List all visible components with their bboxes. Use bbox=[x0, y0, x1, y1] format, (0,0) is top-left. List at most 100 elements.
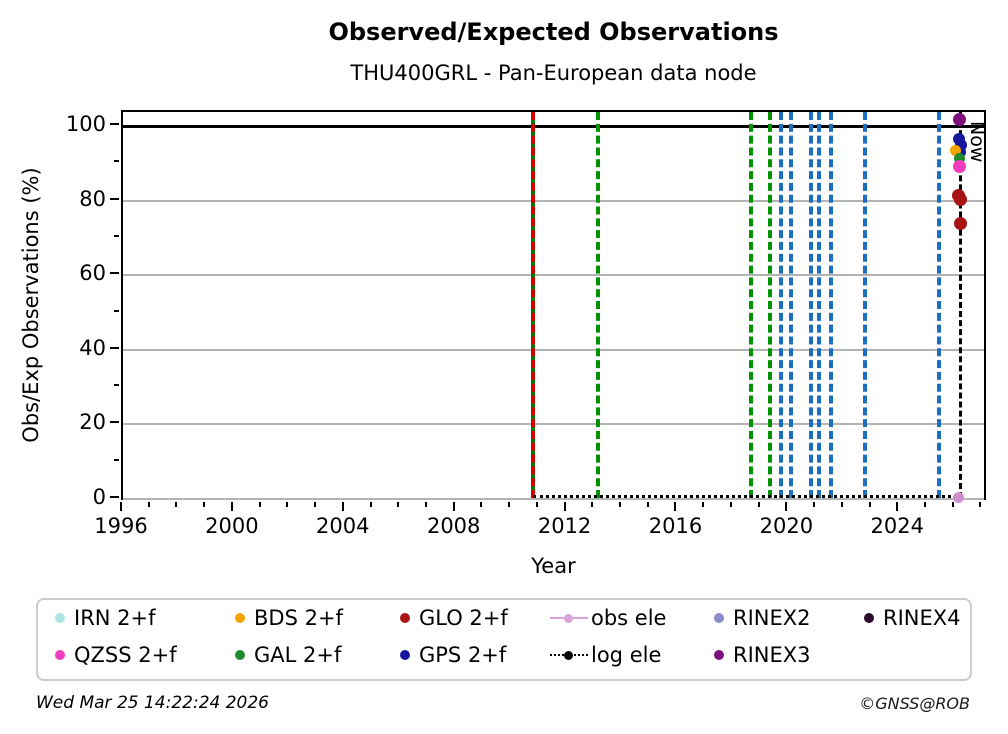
x-tick-label: 2004 bbox=[316, 514, 370, 538]
x-major-tick bbox=[896, 502, 899, 511]
legend-label: RINEX3 bbox=[733, 643, 811, 667]
y-minor-tick bbox=[114, 458, 119, 461]
gridline bbox=[123, 348, 984, 351]
legend-label: GLO 2+f bbox=[419, 606, 508, 630]
legend-label: BDS 2+f bbox=[254, 606, 343, 630]
x-major-tick bbox=[674, 502, 677, 511]
event-line bbox=[531, 112, 536, 498]
x-minor-tick bbox=[314, 502, 317, 507]
x-major-tick bbox=[230, 502, 233, 511]
event-line bbox=[788, 112, 793, 498]
legend-label: IRN 2+f bbox=[74, 606, 156, 630]
event-line bbox=[749, 112, 754, 498]
legend-marker-icon bbox=[55, 613, 65, 623]
event-line bbox=[937, 112, 942, 498]
x-minor-tick bbox=[951, 502, 954, 507]
legend-marker-icon bbox=[550, 612, 588, 624]
x-tick-label: 2016 bbox=[648, 514, 703, 538]
y-major-tick bbox=[110, 496, 119, 499]
x-minor-tick bbox=[175, 502, 178, 507]
gridline bbox=[123, 498, 984, 501]
x-minor-tick bbox=[397, 502, 400, 507]
legend-label: log ele bbox=[591, 643, 662, 667]
event-line bbox=[596, 112, 601, 498]
now-label: Now bbox=[966, 121, 989, 163]
legend-label: RINEX2 bbox=[733, 606, 811, 630]
gridline bbox=[123, 199, 984, 202]
y-major-tick bbox=[110, 123, 119, 126]
legend: IRN 2+f BDS 2+f GLO 2+f obs ele RINEX2 RINEX4… bbox=[36, 598, 972, 681]
legend-item-rinex2: RINEX2 bbox=[714, 605, 811, 631]
legend-item-bds-2-f: BDS 2+f bbox=[235, 605, 343, 631]
x-minor-tick bbox=[619, 502, 622, 507]
x-minor-tick bbox=[147, 502, 150, 507]
x-minor-tick bbox=[258, 502, 261, 507]
x-minor-tick bbox=[757, 502, 760, 507]
y-tick-label: 80 bbox=[79, 186, 106, 211]
x-minor-tick bbox=[729, 502, 732, 507]
legend-item-obs-ele: obs ele bbox=[550, 605, 666, 631]
x-minor-tick bbox=[702, 502, 705, 507]
x-tick-label: 1996 bbox=[94, 514, 148, 538]
legend-label: obs ele bbox=[591, 606, 667, 630]
event-line bbox=[828, 112, 833, 498]
legend-item-log-ele: log ele bbox=[550, 642, 661, 668]
y-major-tick bbox=[110, 272, 119, 275]
gridline bbox=[123, 274, 984, 277]
log-ele-line bbox=[533, 495, 958, 499]
x-major-tick bbox=[563, 502, 566, 511]
legend-label: GAL 2+f bbox=[254, 643, 342, 667]
legend-marker-icon bbox=[55, 650, 65, 660]
y-major-tick bbox=[110, 197, 119, 200]
y-minor-tick bbox=[114, 309, 119, 312]
legend-label: RINEX4 bbox=[883, 606, 961, 630]
event-line bbox=[808, 112, 813, 498]
legend-marker-icon bbox=[235, 613, 245, 623]
x-minor-tick bbox=[508, 502, 511, 507]
y-tick-label: 0 bbox=[92, 485, 106, 510]
legend-item-rinex3: RINEX3 bbox=[714, 642, 811, 668]
y-tick-label: 40 bbox=[79, 335, 106, 360]
y-tick-label: 100 bbox=[65, 112, 106, 137]
x-minor-tick bbox=[924, 502, 926, 507]
legend-item-gps-2-f: GPS 2+f bbox=[400, 642, 506, 668]
y-tick-label: 20 bbox=[79, 410, 106, 435]
plot-area: Now bbox=[121, 110, 989, 504]
legend-item-glo-2-f: GLO 2+f bbox=[400, 605, 508, 631]
x-minor-tick bbox=[203, 502, 206, 507]
y-minor-tick bbox=[114, 235, 119, 238]
legend-label: QZSS 2+f bbox=[74, 643, 177, 667]
legend-label: GPS 2+f bbox=[419, 643, 507, 667]
point-bds-2-f bbox=[950, 144, 962, 156]
point-obs-ele bbox=[953, 492, 965, 504]
x-minor-tick bbox=[591, 502, 594, 507]
legend-marker-icon bbox=[400, 613, 410, 623]
point-glo-2-f bbox=[953, 216, 967, 230]
timestamp: Wed Mar 25 14:22:24 2026 bbox=[36, 693, 269, 713]
event-line bbox=[816, 112, 821, 498]
legend-item-gal-2-f: GAL 2+f bbox=[235, 642, 341, 668]
legend-marker-icon bbox=[235, 650, 245, 660]
x-tick-label: 2012 bbox=[537, 514, 592, 538]
point-gal-2-f bbox=[954, 153, 966, 165]
legend-marker-icon bbox=[864, 613, 874, 623]
gridline bbox=[123, 423, 984, 426]
x-minor-tick bbox=[424, 502, 427, 507]
x-major-tick bbox=[341, 502, 344, 511]
x-minor-tick bbox=[535, 502, 538, 507]
x-major-tick bbox=[785, 502, 788, 511]
x-minor-tick bbox=[840, 502, 843, 507]
point-qzss-2-f bbox=[952, 159, 966, 173]
x-minor-tick bbox=[369, 502, 372, 507]
legend-marker-icon bbox=[400, 650, 410, 660]
copyright: ©GNSS@ROB bbox=[859, 694, 970, 713]
chart-subtitle: THU400GRL - Pan-European data node bbox=[350, 61, 757, 85]
y-major-tick bbox=[110, 421, 119, 424]
event-line bbox=[862, 112, 867, 498]
legend-item-irn-2-f: IRN 2+f bbox=[55, 605, 156, 631]
x-minor-tick bbox=[286, 502, 289, 507]
point-rinex3 bbox=[953, 112, 967, 126]
x-tick-label: 2020 bbox=[759, 514, 814, 538]
x-tick-label: 2008 bbox=[426, 514, 481, 538]
y-axis-label: Obs/Exp Observations (%) bbox=[19, 167, 43, 443]
